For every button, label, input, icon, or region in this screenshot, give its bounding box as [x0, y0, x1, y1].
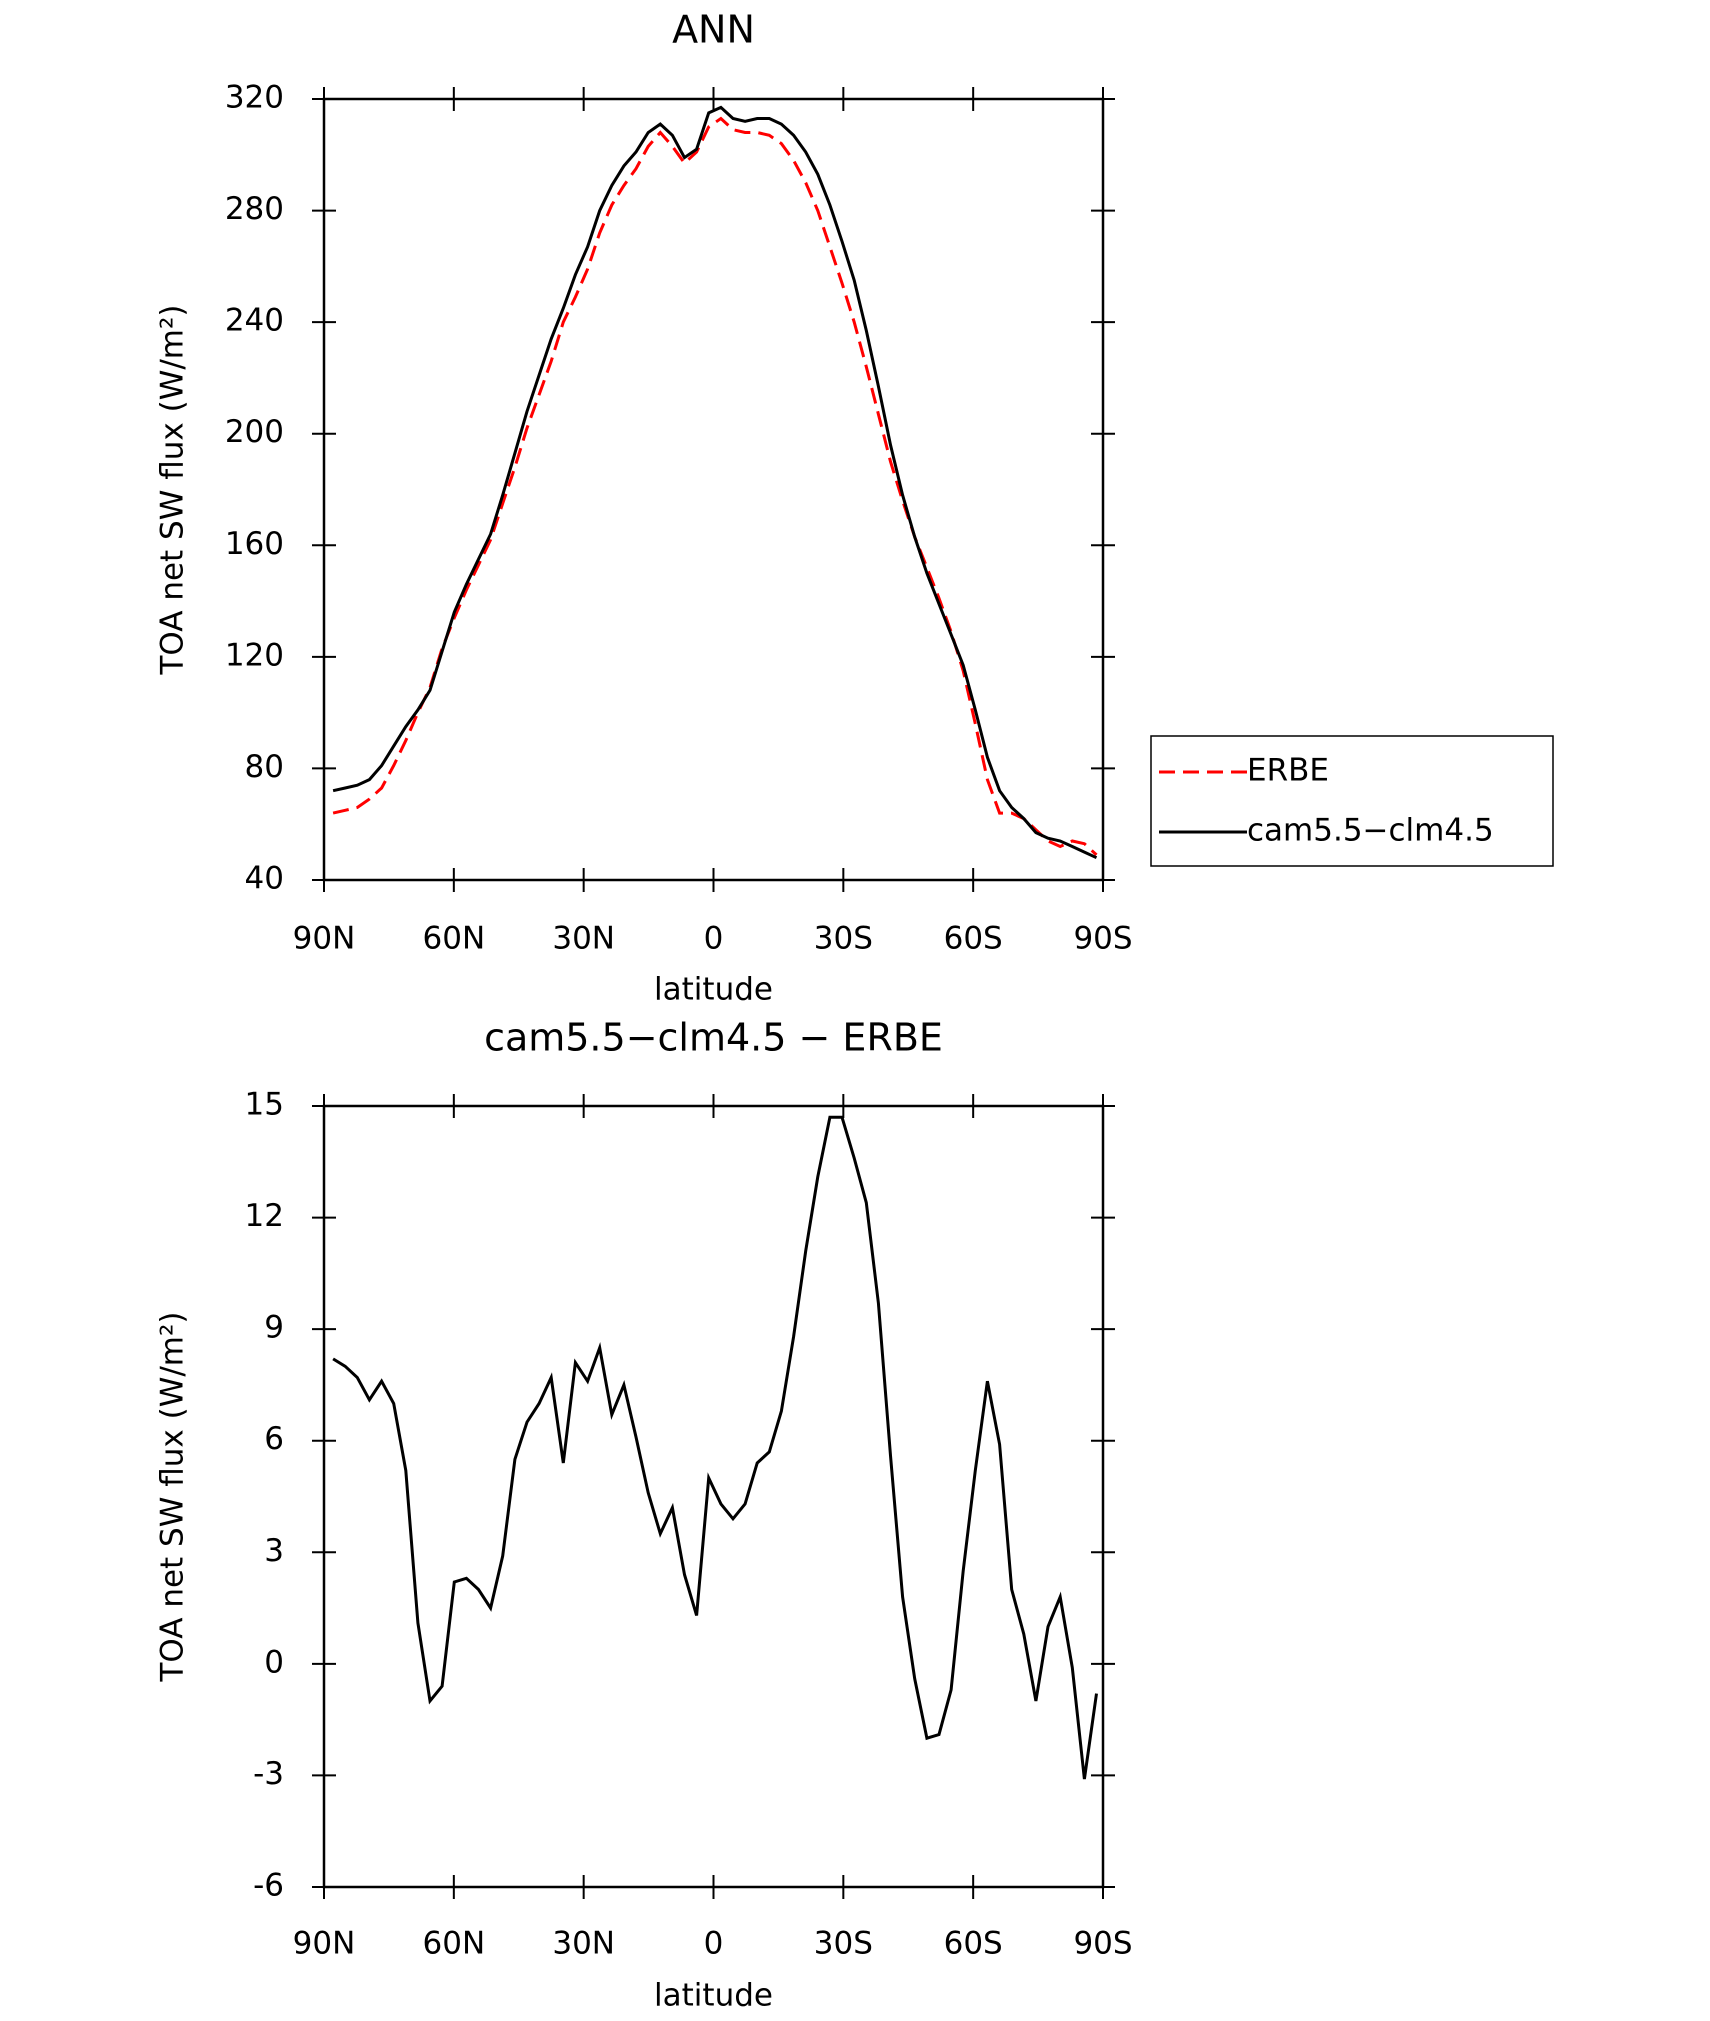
x-tick-label: 60N: [423, 1926, 486, 1962]
y-tick-label: 9: [264, 1310, 284, 1346]
x-tick-label: 30S: [814, 921, 873, 957]
y-tick-label: 40: [245, 861, 284, 897]
x-tick-label: 30S: [814, 1926, 873, 1962]
y-tick-label: 3: [264, 1533, 284, 1569]
y-tick-label: 200: [225, 414, 284, 450]
plot-frame: [322, 1104, 1105, 1889]
y-tick-label: 120: [225, 637, 284, 673]
y-tick-label: 15: [245, 1087, 284, 1123]
y-tick-label: 320: [225, 80, 284, 116]
x-tick-label: 0: [704, 1926, 724, 1962]
y-axis-label: TOA net SW flux (W/m²): [155, 304, 191, 675]
legend-label: cam5.5−clm4.5: [1247, 813, 1494, 849]
y-tick-label: 280: [225, 191, 284, 227]
x-tick-label: 60N: [423, 921, 486, 957]
y-tick-label: 0: [264, 1644, 284, 1680]
x-tick-label: 30N: [552, 921, 615, 957]
x-axis-label: latitude: [654, 972, 773, 1008]
plot-frame: [322, 97, 1105, 882]
x-tick-label: 30N: [552, 1926, 615, 1962]
legend-label: ERBE: [1247, 753, 1329, 789]
y-axis-label: TOA net SW flux (W/m²): [155, 1311, 191, 1682]
x-tick-label: 90S: [1073, 921, 1132, 957]
legend-box: [1150, 735, 1554, 867]
chart-title: cam5.5−clm4.5 − ERBE: [484, 1016, 943, 1060]
x-tick-label: 90N: [293, 921, 356, 957]
x-tick-label: 90S: [1073, 1926, 1132, 1962]
y-tick-label: 240: [225, 303, 284, 339]
y-tick-label: 6: [264, 1421, 284, 1457]
x-tick-label: 60S: [944, 1926, 1003, 1962]
y-tick-label: -6: [253, 1868, 284, 1904]
data-line: [332, 116, 1098, 857]
data-line: [332, 105, 1098, 860]
y-tick-label: -3: [253, 1756, 284, 1792]
y-tick-label: 160: [225, 526, 284, 562]
data-line: [332, 1115, 1098, 1780]
y-tick-label: 80: [245, 749, 284, 785]
y-tick-label: 12: [245, 1198, 284, 1234]
x-axis-label: latitude: [654, 1978, 773, 2014]
chart-title: ANN: [672, 8, 755, 52]
x-tick-label: 90N: [293, 1926, 356, 1962]
x-tick-label: 0: [704, 921, 724, 957]
x-tick-label: 60S: [944, 921, 1003, 957]
